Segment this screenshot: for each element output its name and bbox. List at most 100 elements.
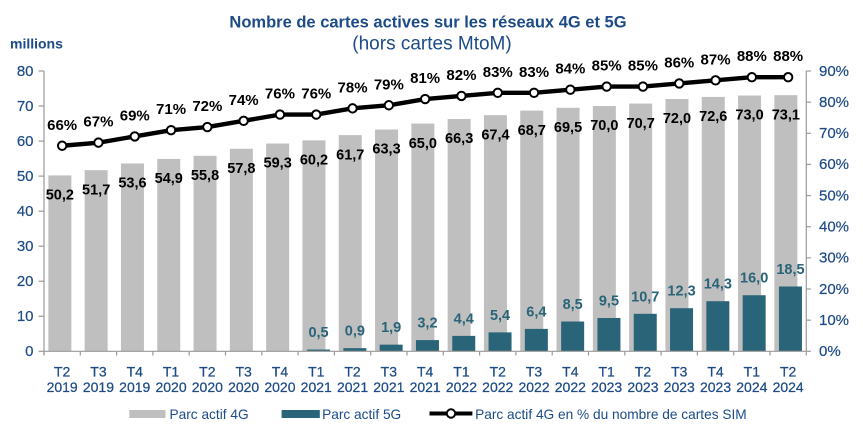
svg-text:T4: T4 — [272, 363, 289, 379]
svg-text:70: 70 — [17, 98, 34, 115]
svg-text:12,3: 12,3 — [667, 284, 695, 300]
svg-text:57,8: 57,8 — [227, 161, 255, 177]
svg-text:9,5: 9,5 — [599, 294, 619, 310]
svg-text:2023: 2023 — [627, 379, 658, 395]
svg-text:53,6: 53,6 — [118, 176, 146, 192]
svg-text:0: 0 — [25, 343, 33, 360]
svg-text:0%: 0% — [819, 343, 841, 360]
svg-text:2019: 2019 — [119, 379, 150, 395]
svg-text:67,4: 67,4 — [481, 127, 509, 143]
svg-text:10: 10 — [17, 308, 34, 325]
svg-text:millions: millions — [10, 36, 63, 52]
svg-text:2021: 2021 — [373, 379, 404, 395]
svg-text:55,8: 55,8 — [191, 168, 219, 184]
svg-text:85%: 85% — [628, 58, 658, 75]
svg-text:18,5: 18,5 — [776, 262, 804, 278]
svg-text:70,0: 70,0 — [590, 118, 618, 134]
svg-text:2021: 2021 — [301, 379, 332, 395]
svg-text:T2: T2 — [635, 363, 652, 379]
svg-text:60,2: 60,2 — [300, 153, 328, 169]
svg-text:79%: 79% — [374, 76, 404, 93]
svg-text:2024: 2024 — [773, 379, 804, 395]
svg-text:2020: 2020 — [264, 379, 295, 395]
svg-text:90%: 90% — [819, 63, 849, 80]
svg-text:T4: T4 — [562, 363, 579, 379]
svg-text:72,0: 72,0 — [663, 111, 691, 127]
svg-text:T4: T4 — [127, 363, 144, 379]
svg-text:83%: 83% — [519, 64, 549, 81]
svg-text:87%: 87% — [701, 51, 731, 68]
svg-text:54,9: 54,9 — [155, 171, 183, 187]
svg-text:2019: 2019 — [47, 379, 78, 395]
svg-text:2023: 2023 — [591, 379, 622, 395]
svg-text:T2: T2 — [490, 363, 507, 379]
svg-text:51,7: 51,7 — [82, 182, 110, 198]
svg-text:4,4: 4,4 — [454, 311, 474, 327]
svg-text:86%: 86% — [664, 54, 694, 71]
svg-text:5,4: 5,4 — [490, 308, 510, 324]
svg-text:2019: 2019 — [83, 379, 114, 395]
svg-text:76%: 76% — [301, 86, 331, 103]
svg-text:83%: 83% — [483, 64, 513, 81]
svg-text:88%: 88% — [773, 48, 803, 65]
svg-text:T3: T3 — [526, 363, 543, 379]
svg-text:61,7: 61,7 — [336, 147, 364, 163]
svg-text:T3: T3 — [235, 363, 252, 379]
svg-text:80%: 80% — [819, 94, 849, 111]
svg-text:40%: 40% — [819, 219, 849, 236]
svg-text:81%: 81% — [410, 70, 440, 87]
svg-text:T2: T2 — [344, 363, 361, 379]
svg-text:2022: 2022 — [555, 379, 586, 395]
svg-text:68,7: 68,7 — [518, 123, 546, 139]
svg-text:66,3: 66,3 — [445, 131, 473, 147]
svg-text:60: 60 — [17, 133, 34, 150]
svg-text:88%: 88% — [737, 48, 767, 65]
svg-text:69,5: 69,5 — [554, 120, 582, 136]
svg-text:20%: 20% — [819, 281, 849, 298]
svg-text:16,0: 16,0 — [740, 271, 768, 287]
svg-text:2023: 2023 — [664, 379, 695, 395]
svg-text:40: 40 — [17, 203, 34, 220]
svg-text:10,7: 10,7 — [631, 289, 659, 305]
svg-text:69%: 69% — [120, 107, 150, 124]
svg-text:30%: 30% — [819, 250, 849, 267]
svg-text:2023: 2023 — [700, 379, 731, 395]
svg-text:2021: 2021 — [337, 379, 368, 395]
svg-text:10%: 10% — [819, 312, 849, 329]
svg-text:T3: T3 — [381, 363, 398, 379]
svg-text:78%: 78% — [338, 79, 368, 96]
svg-text:66%: 66% — [47, 117, 77, 134]
svg-text:2020: 2020 — [155, 379, 186, 395]
svg-text:80: 80 — [17, 63, 34, 80]
svg-text:72,6: 72,6 — [699, 109, 727, 125]
svg-text:73,0: 73,0 — [735, 108, 763, 124]
svg-text:72%: 72% — [192, 98, 222, 115]
svg-text:20: 20 — [17, 273, 34, 290]
svg-text:0,5: 0,5 — [308, 325, 328, 341]
svg-text:14,3: 14,3 — [704, 277, 732, 293]
svg-text:65,0: 65,0 — [409, 136, 437, 152]
svg-text:59,3: 59,3 — [264, 156, 292, 172]
svg-text:2020: 2020 — [192, 379, 223, 395]
svg-text:2022: 2022 — [446, 379, 477, 395]
svg-text:2022: 2022 — [482, 379, 513, 395]
svg-text:T4: T4 — [707, 363, 724, 379]
svg-text:3,2: 3,2 — [417, 316, 437, 332]
svg-text:63,3: 63,3 — [372, 142, 400, 158]
svg-text:T1: T1 — [598, 363, 615, 379]
svg-text:74%: 74% — [229, 92, 259, 109]
svg-text:2024: 2024 — [736, 379, 767, 395]
svg-text:T1: T1 — [163, 363, 180, 379]
svg-text:T1: T1 — [308, 363, 325, 379]
svg-text:T1: T1 — [744, 363, 761, 379]
svg-text:T3: T3 — [671, 363, 688, 379]
svg-text:8,5: 8,5 — [563, 297, 583, 313]
svg-text:(hors cartes MtoM): (hors cartes MtoM) — [352, 34, 511, 55]
svg-text:T4: T4 — [417, 363, 434, 379]
svg-text:Parc actif 4G en % du nombre d: Parc actif 4G en % du nombre de cartes S… — [475, 407, 747, 422]
svg-text:50: 50 — [17, 168, 34, 185]
svg-text:Parc actif 5G: Parc actif 5G — [322, 407, 401, 422]
svg-text:0,9: 0,9 — [345, 324, 365, 340]
svg-text:1,9: 1,9 — [381, 320, 401, 336]
svg-text:6,4: 6,4 — [526, 304, 546, 320]
